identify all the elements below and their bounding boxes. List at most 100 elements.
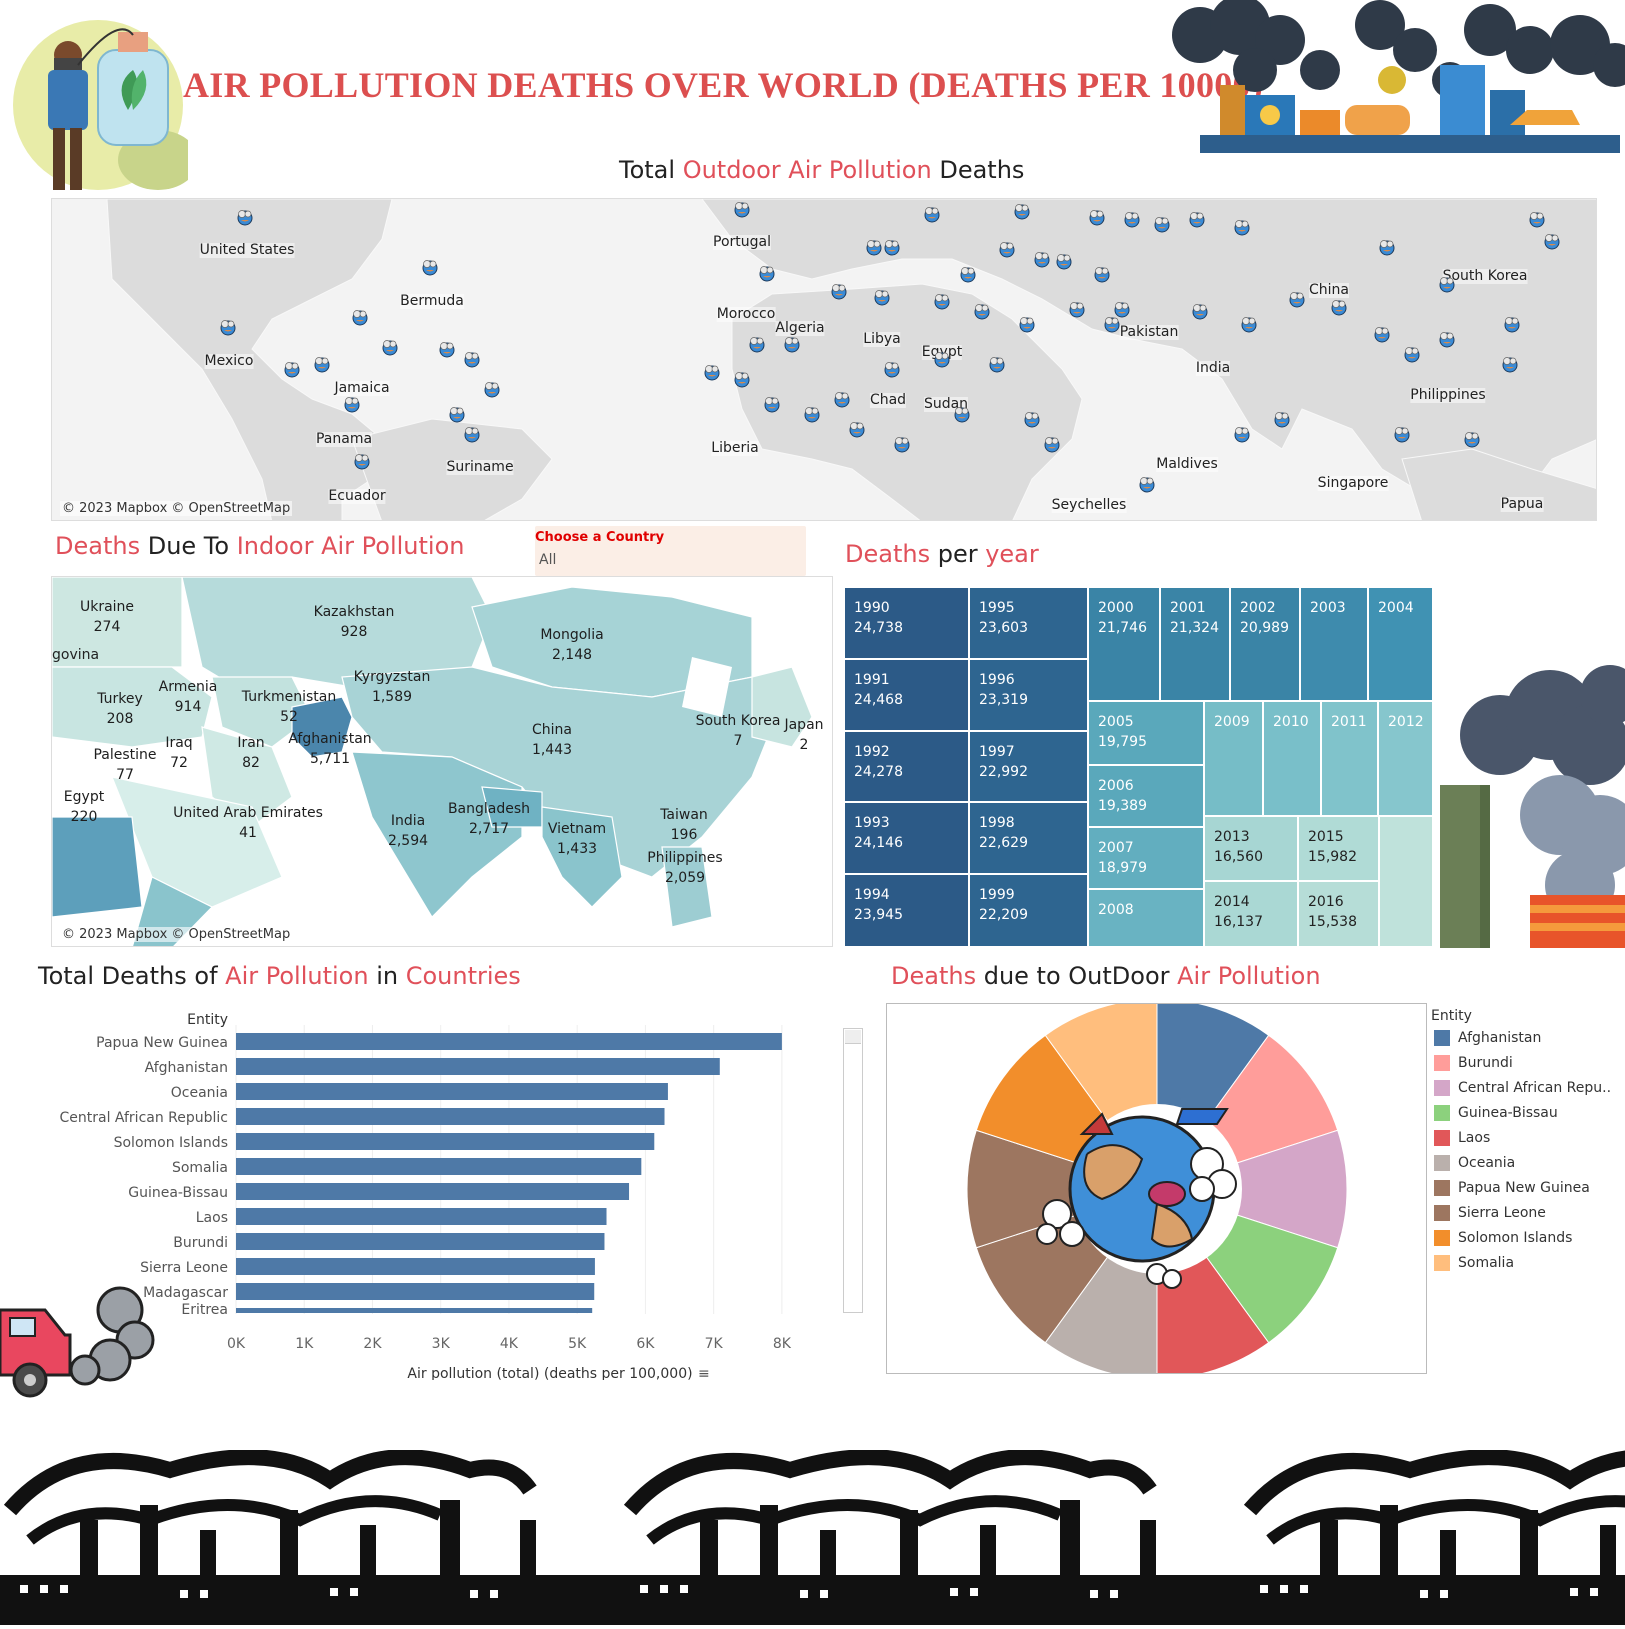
pollution-marker-icon[interactable]: [381, 338, 399, 356]
pollution-marker-icon[interactable]: [1233, 425, 1251, 443]
pollution-marker-icon[interactable]: [343, 395, 361, 413]
pollution-marker-icon[interactable]: [1023, 410, 1041, 428]
pollution-marker-icon[interactable]: [1233, 218, 1251, 236]
pollution-marker-icon[interactable]: [1403, 345, 1421, 363]
pollution-marker-icon[interactable]: [483, 380, 501, 398]
pollution-marker-icon[interactable]: [733, 370, 751, 388]
pollution-marker-icon[interactable]: [1273, 410, 1291, 428]
treemap-cell[interactable]: 1994 23,945: [845, 875, 970, 948]
pollution-marker-icon[interactable]: [463, 350, 481, 368]
pollution-marker-icon[interactable]: [219, 318, 237, 336]
pollution-marker-icon[interactable]: [953, 405, 971, 423]
pollution-marker-icon[interactable]: [448, 405, 466, 423]
pollution-marker-icon[interactable]: [463, 425, 481, 443]
pollution-marker-icon[interactable]: [1055, 252, 1073, 270]
country-filter-value[interactable]: All: [539, 552, 557, 568]
bar[interactable]: [236, 1308, 593, 1313]
pollution-marker-icon[interactable]: [1528, 210, 1546, 228]
pollution-marker-icon[interactable]: [313, 355, 331, 373]
treemap-cell[interactable]: [1380, 817, 1434, 948]
pollution-marker-icon[interactable]: [421, 258, 439, 276]
pie-legend-item[interactable]: Laos: [1434, 1130, 1490, 1146]
treemap-cell[interactable]: 2002 20,989: [1231, 588, 1301, 702]
scrollbar-thumb[interactable]: [845, 1030, 861, 1044]
bar[interactable]: [236, 1133, 655, 1150]
bar[interactable]: [236, 1083, 668, 1100]
pollution-marker-icon[interactable]: [783, 335, 801, 353]
pie-legend-item[interactable]: Somalia: [1434, 1255, 1514, 1271]
pollution-marker-icon[interactable]: [1033, 250, 1051, 268]
treemap-cell[interactable]: 1993 24,146: [845, 803, 970, 875]
treemap-cell[interactable]: 2012: [1379, 702, 1434, 817]
treemap-cell[interactable]: 2005 19,795: [1089, 702, 1205, 766]
treemap-cell[interactable]: 2014 16,137: [1205, 882, 1299, 948]
bar[interactable]: [236, 1208, 607, 1225]
treemap-cell[interactable]: 1997 22,992: [970, 732, 1089, 803]
pie-slice[interactable]: [1155, 1129, 1348, 1249]
bar[interactable]: [236, 1283, 595, 1300]
treemap-cell[interactable]: 2013 16,560: [1205, 817, 1299, 882]
treemap-cell[interactable]: 2008: [1089, 890, 1205, 948]
pollution-marker-icon[interactable]: [933, 292, 951, 310]
pollution-marker-icon[interactable]: [1013, 202, 1031, 220]
treemap-cell[interactable]: 1996 23,319: [970, 660, 1089, 732]
pollution-marker-icon[interactable]: [353, 452, 371, 470]
pollution-marker-icon[interactable]: [848, 420, 866, 438]
pollution-marker-icon[interactable]: [758, 264, 776, 282]
pie-legend-item[interactable]: Papua New Guinea: [1434, 1180, 1590, 1196]
indoor-pollution-map[interactable]: Ukraine 274 Kazakhstan 928 Mongolia 2,148 Kyrg…: [51, 576, 833, 947]
pie-legend-item[interactable]: Central African Repu..: [1434, 1080, 1611, 1096]
pollution-marker-icon[interactable]: [873, 288, 891, 306]
bar[interactable]: [236, 1158, 642, 1175]
pollution-marker-icon[interactable]: [236, 208, 254, 226]
pollution-marker-icon[interactable]: [933, 350, 951, 368]
treemap-cell[interactable]: 1999 22,209: [970, 875, 1089, 948]
pollution-marker-icon[interactable]: [959, 265, 977, 283]
pollution-marker-icon[interactable]: [351, 308, 369, 326]
pollution-marker-icon[interactable]: [1393, 425, 1411, 443]
treemap-cell[interactable]: 1998 22,629: [970, 803, 1089, 875]
pollution-marker-icon[interactable]: [1138, 475, 1156, 493]
pollution-marker-icon[interactable]: [283, 360, 301, 378]
pollution-marker-icon[interactable]: [1188, 210, 1206, 228]
pollution-marker-icon[interactable]: [923, 205, 941, 223]
treemap-cell[interactable]: 1990 24,738: [845, 588, 970, 660]
pollution-marker-icon[interactable]: [1113, 300, 1131, 318]
pollution-marker-icon[interactable]: [1068, 300, 1086, 318]
pollution-marker-icon[interactable]: [1330, 298, 1348, 316]
treemap-cell[interactable]: 2016 15,538: [1299, 882, 1380, 948]
bar[interactable]: [236, 1058, 720, 1075]
pie-legend-item[interactable]: Sierra Leone: [1434, 1205, 1546, 1221]
pollution-marker-icon[interactable]: [1043, 435, 1061, 453]
pollution-marker-icon[interactable]: [1103, 315, 1121, 333]
bar[interactable]: [236, 1233, 605, 1250]
pollution-marker-icon[interactable]: [988, 355, 1006, 373]
pie-legend-item[interactable]: Guinea-Bissau: [1434, 1105, 1558, 1121]
pollution-marker-icon[interactable]: [893, 435, 911, 453]
treemap-cell[interactable]: 2004: [1369, 588, 1434, 702]
pollution-marker-icon[interactable]: [1240, 315, 1258, 333]
outdoor-pollution-map[interactable]: United States Bermuda Mexico Jamaica Panama S…: [51, 198, 1597, 521]
sort-icon[interactable]: ≡: [698, 1366, 710, 1382]
treemap-cell[interactable]: 2009: [1205, 702, 1264, 817]
treemap-cell[interactable]: 2011: [1322, 702, 1379, 817]
pollution-marker-icon[interactable]: [1088, 208, 1106, 226]
pollution-marker-icon[interactable]: [438, 340, 456, 358]
pollution-marker-icon[interactable]: [1501, 355, 1519, 373]
pollution-marker-icon[interactable]: [833, 390, 851, 408]
pollution-marker-icon[interactable]: [830, 282, 848, 300]
pollution-marker-icon[interactable]: [1503, 315, 1521, 333]
pollution-marker-icon[interactable]: [1543, 232, 1561, 250]
pollution-marker-icon[interactable]: [1153, 215, 1171, 233]
pollution-marker-icon[interactable]: [748, 335, 766, 353]
pie-slice[interactable]: [966, 1129, 1159, 1249]
pollution-marker-icon[interactable]: [883, 360, 901, 378]
pie-legend-item[interactable]: Solomon Islands: [1434, 1230, 1572, 1246]
bar-chart-scrollbar[interactable]: [843, 1028, 863, 1313]
treemap-cell[interactable]: 2010: [1264, 702, 1322, 817]
bar[interactable]: [236, 1183, 630, 1200]
pollution-marker-icon[interactable]: [1093, 265, 1111, 283]
bar[interactable]: [236, 1108, 665, 1125]
pollution-marker-icon[interactable]: [803, 405, 821, 423]
pie-legend-item[interactable]: Oceania: [1434, 1155, 1515, 1171]
